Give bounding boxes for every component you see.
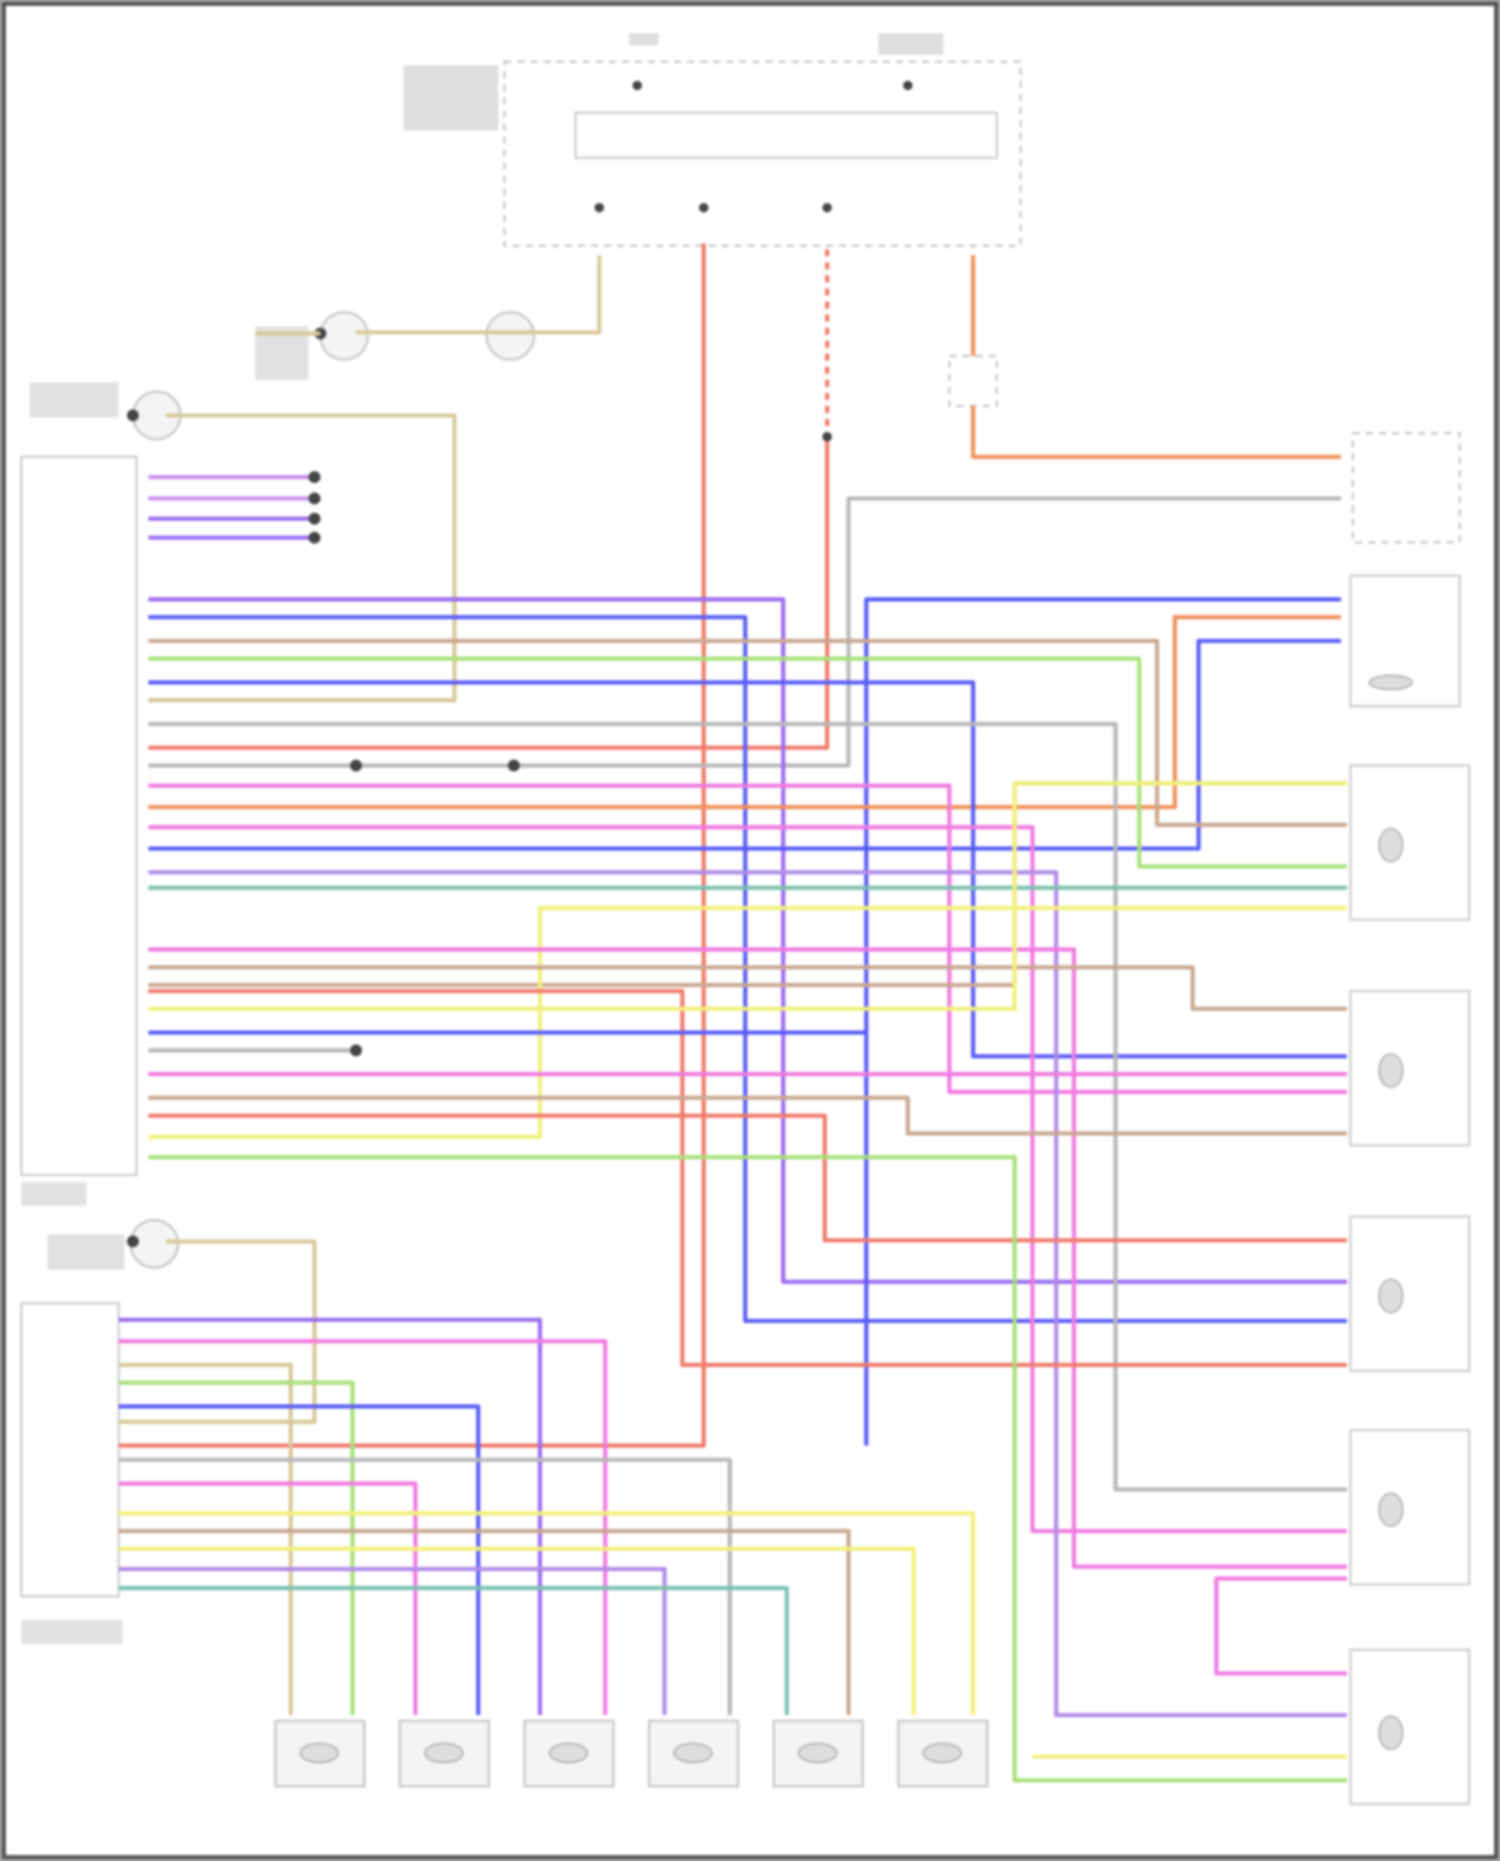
- motor-icon: [922, 1742, 962, 1764]
- motor-icon: [798, 1742, 838, 1764]
- motor-5: [1349, 1648, 1471, 1806]
- relay-block: [574, 111, 999, 160]
- right-components: [1349, 432, 1471, 1806]
- top-control-unit: [403, 33, 1022, 247]
- motor-icon: [424, 1742, 464, 1764]
- bottom-motors: [274, 1719, 989, 1788]
- motor-2: [1349, 989, 1471, 1147]
- switch-unit: [1351, 432, 1461, 544]
- motor-icon: [673, 1742, 713, 1764]
- motor-3: [1349, 1215, 1471, 1373]
- motor-1: [1349, 764, 1471, 922]
- front-seat-module: [20, 1301, 120, 1598]
- motor-icon: [548, 1742, 589, 1764]
- wires: [118, 243, 1347, 1783]
- connector-icon: [319, 310, 370, 361]
- motor-4: [1349, 1428, 1471, 1586]
- left-seat-module: [20, 455, 138, 1177]
- motor-icon: [299, 1742, 339, 1764]
- connector-icon: [485, 310, 536, 361]
